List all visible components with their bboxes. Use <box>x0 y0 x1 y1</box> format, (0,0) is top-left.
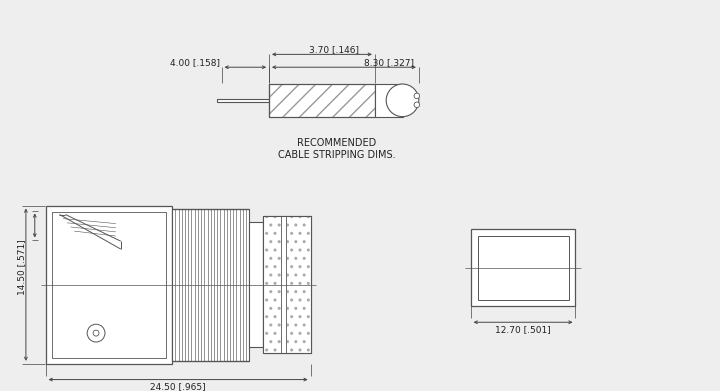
Bar <box>45 206 172 364</box>
Bar <box>286 217 310 353</box>
Bar <box>217 99 269 102</box>
Bar <box>263 217 281 353</box>
Text: 8.30 [.327]: 8.30 [.327] <box>364 58 414 67</box>
Bar <box>471 230 575 307</box>
Bar <box>281 217 286 353</box>
Circle shape <box>386 84 419 117</box>
Bar <box>286 217 310 353</box>
Bar <box>477 236 569 300</box>
Bar <box>263 217 310 353</box>
Bar <box>263 217 281 353</box>
Bar <box>375 84 402 117</box>
Circle shape <box>93 330 99 336</box>
Circle shape <box>414 102 420 108</box>
Bar <box>269 84 375 117</box>
Bar <box>269 84 375 117</box>
Circle shape <box>87 324 105 342</box>
Bar <box>52 212 166 358</box>
Bar <box>249 222 263 347</box>
Text: 24.50 [.965]: 24.50 [.965] <box>150 382 206 391</box>
Bar <box>286 217 310 353</box>
Bar <box>269 84 375 117</box>
Text: 3.70 [.146]: 3.70 [.146] <box>309 45 359 54</box>
Bar <box>263 217 310 353</box>
Text: 12.70 [.501]: 12.70 [.501] <box>495 325 551 334</box>
Circle shape <box>414 93 420 99</box>
Text: CABLE STRIPPING DIMS.: CABLE STRIPPING DIMS. <box>278 150 395 160</box>
Text: RECOMMENDED: RECOMMENDED <box>297 138 377 148</box>
Text: 14.50 [.571]: 14.50 [.571] <box>17 239 27 295</box>
Bar <box>263 217 281 353</box>
Text: 4.00 [.158]: 4.00 [.158] <box>170 58 220 67</box>
Bar <box>172 208 249 361</box>
